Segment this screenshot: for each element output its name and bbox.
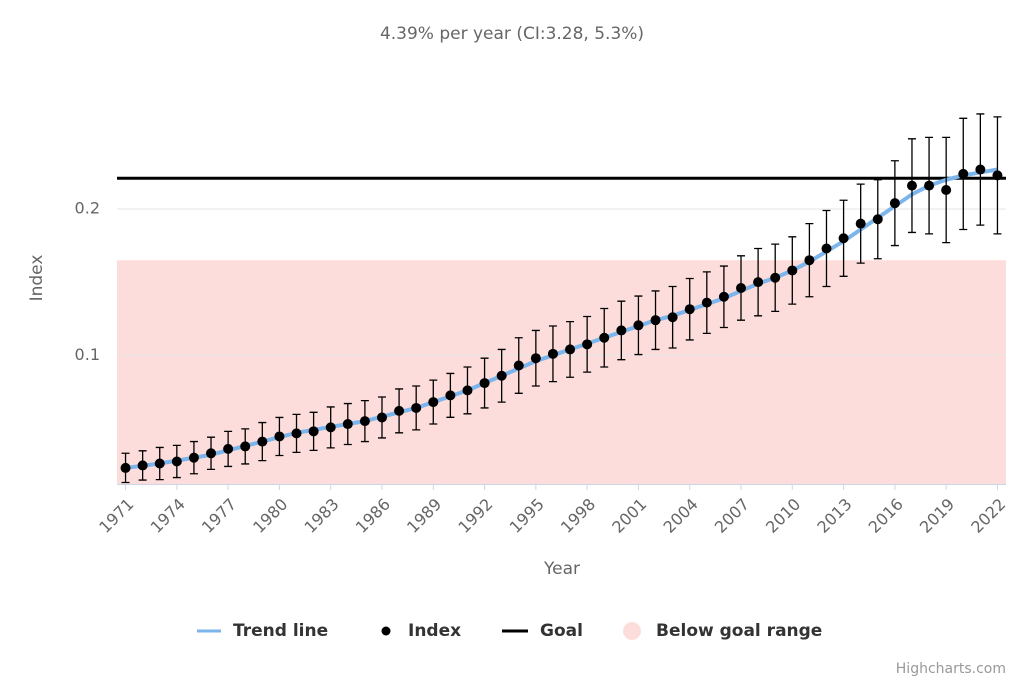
index-point (325, 422, 336, 433)
index-point (171, 456, 182, 467)
x-tick-label: 2016 (865, 495, 907, 537)
x-tick-label: 2013 (813, 495, 855, 537)
index-point (906, 180, 917, 191)
y-axis-title: Index (27, 255, 47, 302)
x-tick-label: 1995 (506, 495, 548, 537)
legend-symbol (623, 622, 641, 640)
index-point (650, 315, 661, 326)
index-point (701, 297, 712, 308)
x-tick-label: 2004 (660, 495, 702, 537)
index-point (872, 214, 883, 225)
index-point (342, 419, 353, 430)
index-point (958, 168, 969, 179)
index-point (718, 291, 729, 302)
index-point (599, 332, 610, 343)
index-point (479, 378, 490, 389)
index-point (240, 441, 251, 452)
trend-line (125, 167, 998, 470)
index-point (257, 436, 268, 447)
index-point (889, 198, 900, 209)
index-point (924, 180, 935, 191)
legend-symbol (381, 626, 391, 636)
legend-label[interactable]: Trend line (233, 621, 328, 641)
index-point (376, 412, 387, 423)
x-tick-label: 2001 (608, 495, 650, 537)
index-point (496, 370, 507, 381)
index-point (188, 452, 199, 463)
index-point (941, 185, 952, 195)
x-tick-label: 1977 (198, 495, 240, 537)
x-axis-title: Year (543, 559, 580, 579)
index-point (616, 325, 627, 336)
index-point (445, 390, 456, 401)
index-point (582, 339, 593, 350)
chart-title: 4.39% per year (CI:3.28, 5.3%) (380, 24, 644, 44)
index-point (428, 397, 439, 408)
credits[interactable]: Highcharts.com (896, 661, 1006, 677)
x-tick-label: 1980 (249, 495, 291, 537)
x-tick-label: 1992 (454, 495, 496, 537)
x-tick-label: 1971 (95, 495, 137, 537)
index-point (667, 312, 678, 323)
index-point (530, 353, 541, 364)
index-point (411, 402, 422, 413)
index-point (633, 320, 644, 331)
index-point (308, 426, 319, 437)
x-tick-label: 2019 (916, 495, 958, 537)
index-point (753, 277, 764, 288)
legend-label[interactable]: Index (408, 621, 461, 641)
x-tick-label: 1974 (147, 495, 189, 537)
index-point (359, 416, 370, 427)
x-tick-label: 1998 (557, 495, 599, 537)
x-tick-label: 1986 (352, 495, 394, 537)
below-goal-band (117, 260, 1006, 484)
index-point (770, 272, 781, 283)
y-tick-label: 0.2 (75, 199, 100, 218)
index-point (821, 243, 832, 254)
index-point (804, 255, 815, 266)
index-point (513, 360, 524, 371)
x-tick-label: 2022 (967, 495, 1009, 537)
index-point (855, 218, 866, 229)
index-point (547, 348, 558, 359)
x-tick-label: 2010 (762, 495, 804, 537)
index-point (223, 443, 234, 454)
index-point (206, 448, 217, 459)
index-point (291, 428, 302, 439)
index-point (120, 462, 131, 473)
legend-label[interactable]: Below goal range (656, 621, 822, 641)
x-tick-label: 2007 (711, 495, 753, 537)
y-tick-label: 0.1 (75, 345, 100, 364)
index-point (975, 164, 986, 175)
index-point (462, 385, 473, 396)
index-point (154, 458, 165, 469)
index-point (992, 170, 1003, 181)
index-point (394, 405, 405, 416)
index-point (684, 304, 695, 315)
index-point (838, 233, 849, 244)
x-tick-label: 1989 (403, 495, 445, 537)
index-point (565, 344, 576, 355)
index-point (787, 265, 798, 276)
legend-label[interactable]: Goal (540, 621, 583, 641)
index-point (137, 460, 148, 471)
index-point (736, 283, 747, 293)
index-point (274, 431, 285, 442)
x-tick-label: 1983 (300, 495, 342, 537)
